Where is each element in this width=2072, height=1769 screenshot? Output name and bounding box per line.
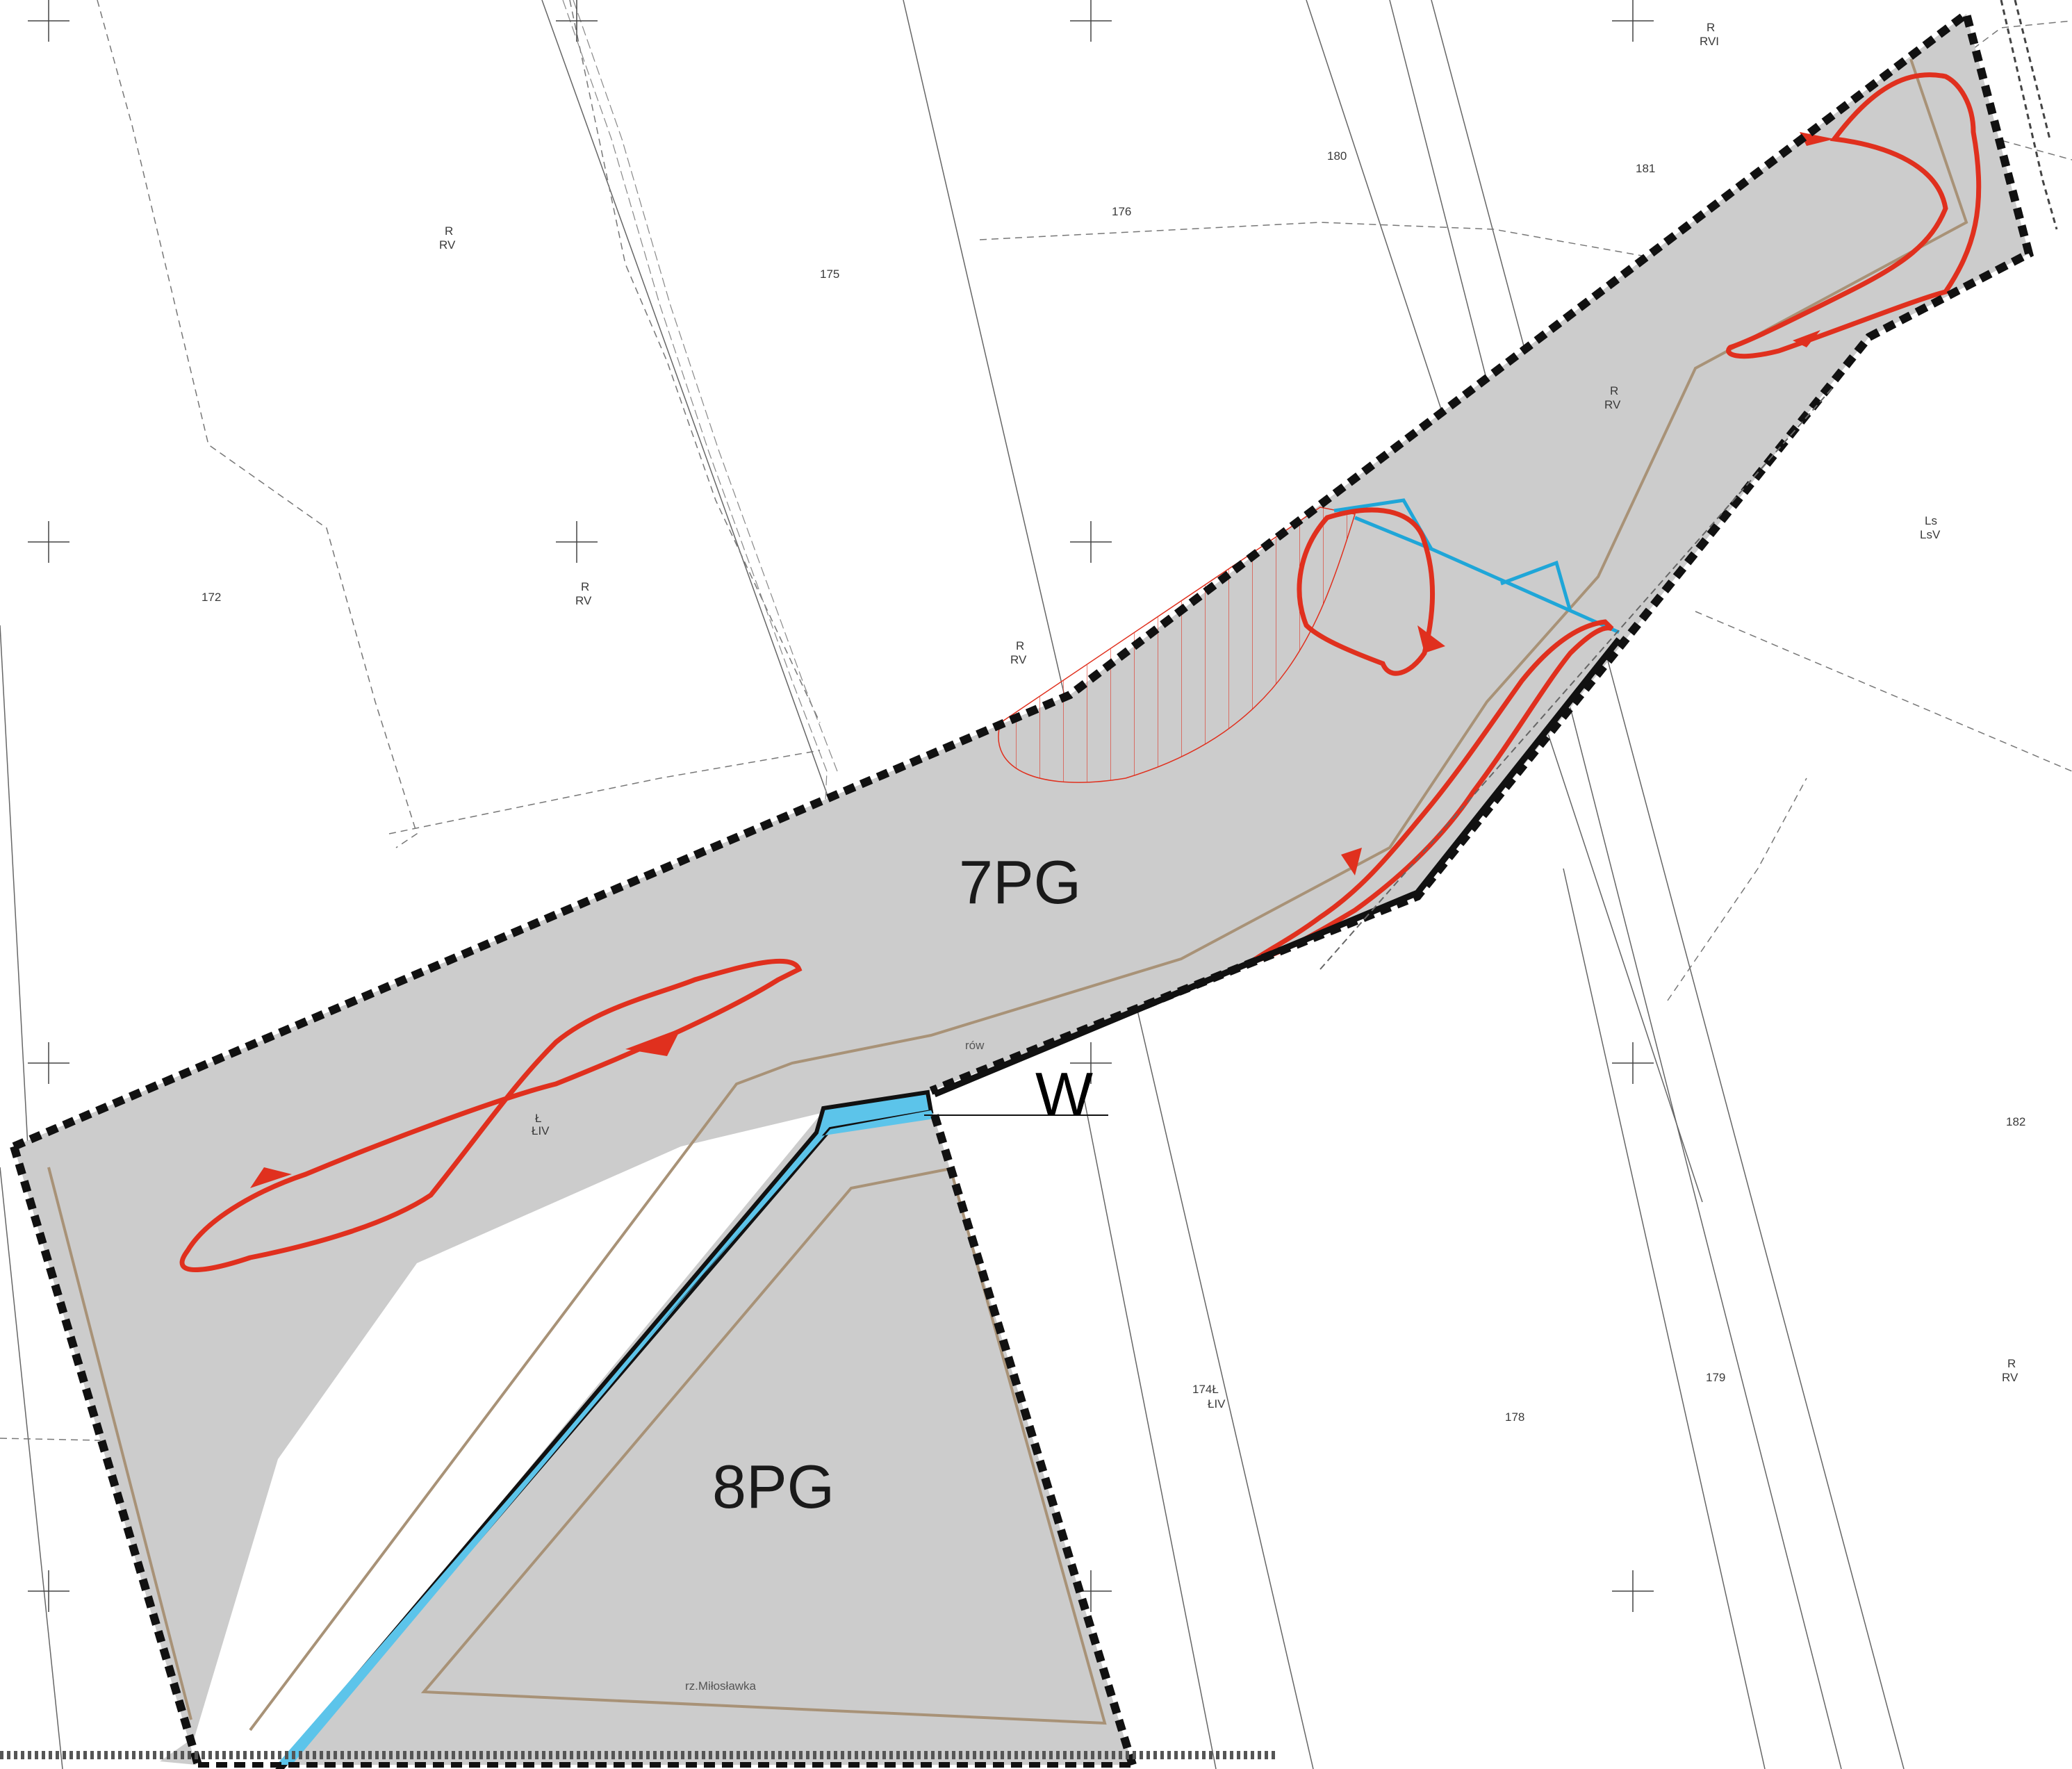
parcel-180: 180 [1327, 149, 1347, 163]
svg-text:R: R [1016, 639, 1024, 652]
svg-text:Ł: Ł [535, 1112, 541, 1125]
parcel-179: 179 [1706, 1371, 1725, 1384]
svg-text:ŁIV: ŁIV [532, 1124, 550, 1137]
svg-text:R: R [1707, 21, 1715, 34]
zone-8pg-area[interactable] [285, 1115, 1133, 1765]
svg-text:LsV: LsV [1920, 528, 1941, 541]
hatched-area [998, 507, 1356, 783]
svg-text:R: R [581, 580, 589, 593]
zone-7pg-label[interactable]: 7PG [959, 848, 1081, 916]
parcel-178: 178 [1505, 1410, 1524, 1424]
soil-labels: R RV R RV R RV R RV R RV R RVI Ls LsV Ł … [439, 21, 2018, 1384]
ditch-label: rów [965, 1039, 985, 1052]
parcel-172: 172 [202, 591, 221, 604]
svg-text:Ls: Ls [1925, 514, 1937, 527]
parcel-174-class: ŁIV [1208, 1397, 1226, 1410]
zone-8pg-boundary [930, 1114, 1137, 1766]
parcel-labels: 172 175 176 180 181 182 174Ł ŁIV 178 179 [202, 149, 2025, 1424]
svg-text:RV: RV [575, 594, 592, 607]
parcel-182: 182 [2006, 1115, 2025, 1128]
svg-text:RVI: RVI [1700, 35, 1719, 48]
parcel-176: 176 [1112, 205, 1131, 218]
parcel-181: 181 [1636, 162, 1655, 175]
zone-w-label[interactable]: W [1035, 1060, 1093, 1128]
parcel-175: 175 [820, 268, 839, 281]
road-line [1319, 385, 1835, 970]
zone-7pg-area[interactable] [14, 14, 2029, 1765]
svg-text:R: R [1610, 384, 1618, 397]
road-edge [2000, 0, 2058, 230]
svg-text:RV: RV [2002, 1371, 2018, 1384]
parcel-174: 174Ł [1192, 1383, 1219, 1396]
river-embankment [0, 1751, 1278, 1759]
water-channel-lower [277, 1110, 935, 1765]
tan-lines [47, 58, 1968, 1731]
red-markers [250, 132, 1834, 1188]
svg-text:RV: RV [1604, 398, 1621, 411]
svg-text:RV: RV [439, 238, 456, 252]
parcel-dashed-lines [0, 0, 2072, 1442]
svg-text:R: R [445, 224, 453, 238]
svg-text:RV: RV [1010, 653, 1027, 666]
parcel-double-lines [562, 0, 838, 918]
zone-7pg-boundary-solid [933, 637, 1622, 1098]
svg-text:R: R [2007, 1357, 2016, 1370]
zone-8pg-label[interactable]: 8PG [712, 1452, 834, 1521]
river-label: rz.Miłosławka [685, 1679, 757, 1693]
